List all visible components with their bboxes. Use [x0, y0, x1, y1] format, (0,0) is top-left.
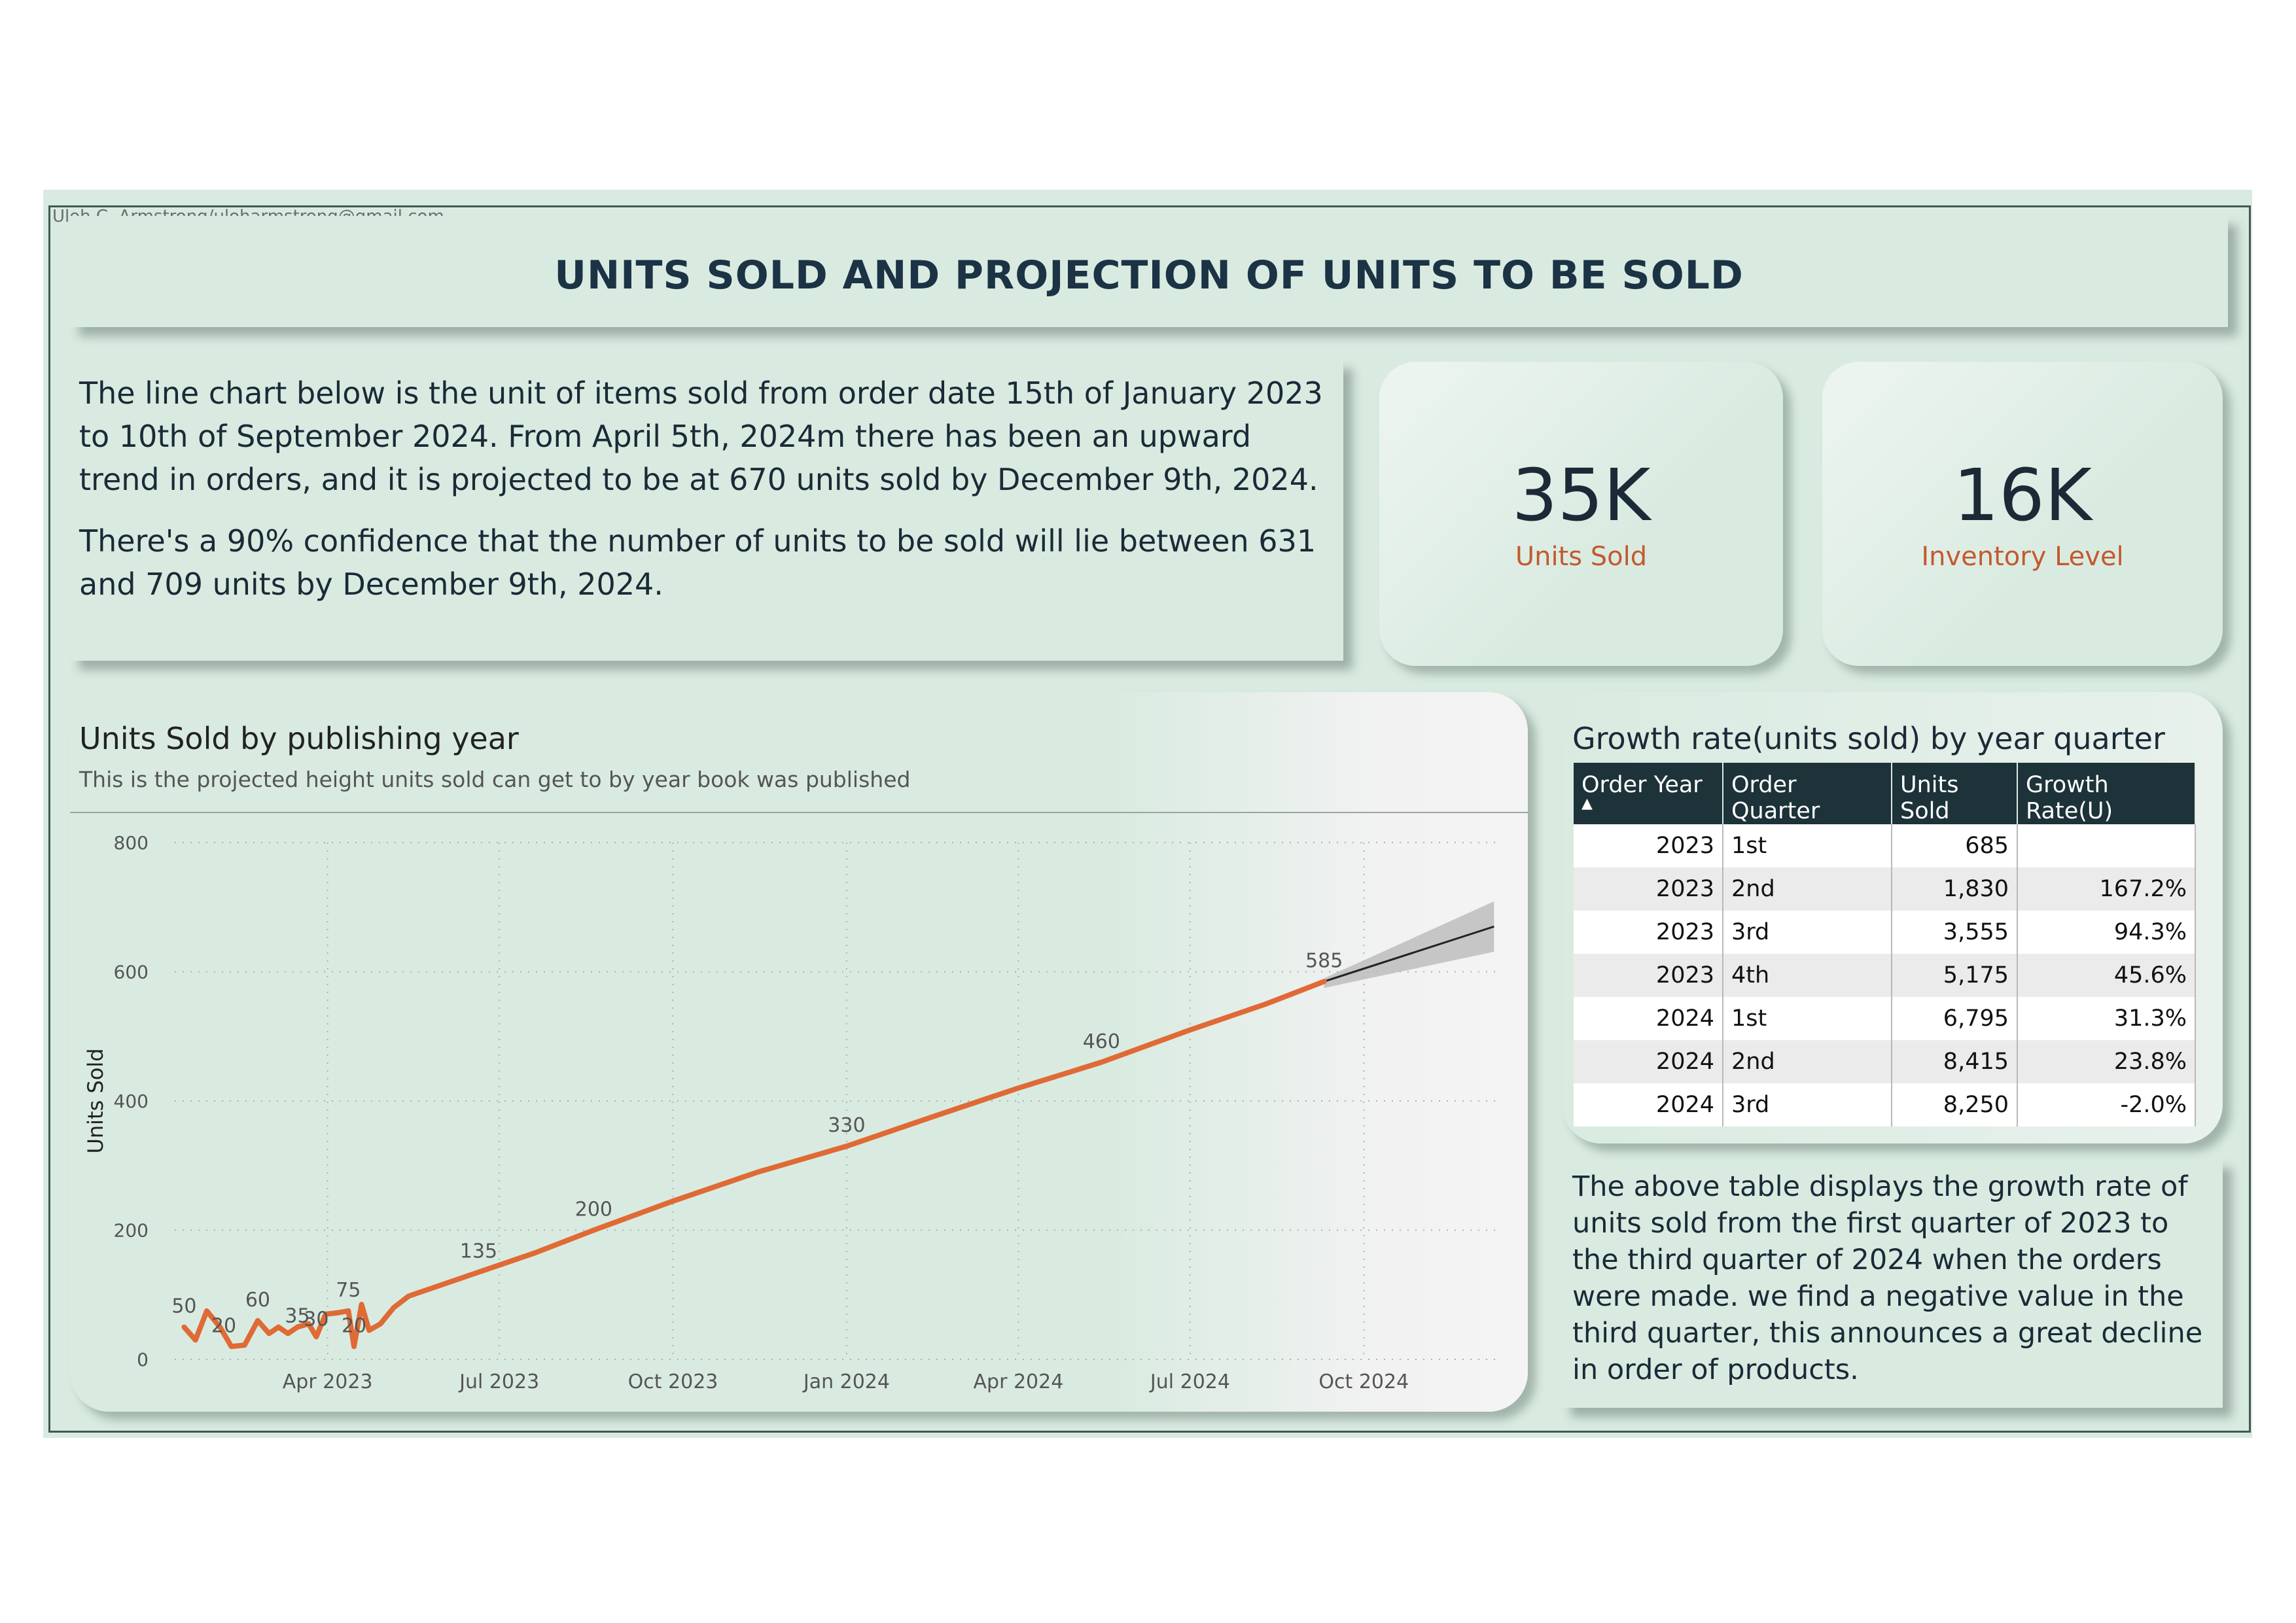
y-tick-label: 0	[137, 1349, 149, 1370]
data-label: 20	[342, 1314, 366, 1337]
cell-order-year: 2024	[1574, 1083, 1723, 1126]
cell-order-quarter: 1st	[1723, 824, 1892, 867]
column-header-label: Order Year	[1581, 772, 1703, 798]
description-paragraph-2: There's a 90% confidence that the number…	[79, 523, 1316, 602]
cell-order-quarter: 2nd	[1723, 867, 1892, 911]
cell-order-quarter: 2nd	[1723, 1040, 1892, 1083]
cell-growth-rate: 31.3%	[2017, 997, 2196, 1040]
kpi-value: 16K	[1952, 453, 2093, 537]
table-row: 2024 2nd 8,415 23.8%	[1574, 1040, 2196, 1083]
chart-title: Units Sold by publishing year	[79, 721, 519, 756]
data-label: 35	[285, 1304, 309, 1327]
kpi-label: Units Sold	[1515, 542, 1648, 572]
chart-subtitle: This is the projected height units sold …	[79, 767, 911, 792]
column-header-label: Growth Rate(U)	[2026, 772, 2113, 824]
y-tick-label: 400	[114, 1091, 149, 1112]
x-tick-label: Oct 2023	[628, 1370, 718, 1393]
cell-units-sold: 5,175	[1892, 954, 2018, 997]
page-title: UNITS SOLD AND PROJECTION OF UNITS TO BE…	[554, 253, 1744, 298]
data-label: 200	[575, 1198, 612, 1221]
description-paragraph-1: The line chart below is the unit of item…	[79, 375, 1323, 497]
sort-ascending-icon: ▲	[1581, 795, 1593, 812]
x-tick-label: Apr 2023	[283, 1370, 373, 1393]
cell-order-year: 2023	[1574, 911, 1723, 954]
table-row: 2023 1st 685	[1574, 824, 2196, 867]
cell-units-sold: 8,250	[1892, 1083, 2018, 1126]
column-header-units-sold[interactable]: Units Sold	[1892, 763, 2018, 824]
cell-order-quarter: 3rd	[1723, 911, 1892, 954]
kpi-card-units-sold: 35K Units Sold	[1379, 362, 1783, 666]
data-label: 20	[211, 1314, 236, 1337]
cell-growth-rate: 23.8%	[2017, 1040, 2196, 1083]
cell-growth-rate: -2.0%	[2017, 1083, 2196, 1126]
table-header-row: Order Year ▲ Order Quarter Units Sold Gro…	[1574, 763, 2196, 824]
data-label: 50	[171, 1295, 196, 1318]
cell-growth-rate	[2017, 824, 2196, 867]
cell-order-year: 2023	[1574, 954, 1723, 997]
y-tick-label: 600	[114, 962, 149, 983]
cell-units-sold: 685	[1892, 824, 2018, 867]
data-label: 585	[1305, 949, 1343, 972]
x-tick-label: Jan 2024	[802, 1370, 890, 1393]
cell-growth-rate: 167.2%	[2017, 867, 2196, 911]
table-note-text: The above table displays the growth rate…	[1572, 1170, 2203, 1386]
cell-order-year: 2024	[1574, 997, 1723, 1040]
cell-growth-rate: 45.6%	[2017, 954, 2196, 997]
column-header-label: Order Quarter	[1731, 772, 1820, 824]
data-label: 75	[336, 1279, 361, 1302]
table-row: 2024 1st 6,795 31.3%	[1574, 997, 2196, 1040]
column-header-growth-rate[interactable]: Growth Rate(U)	[2017, 763, 2196, 824]
cell-order-quarter: 4th	[1723, 954, 1892, 997]
kpi-card-inventory-level: 16K Inventory Level	[1822, 362, 2223, 666]
data-label: 60	[245, 1289, 270, 1312]
line-chart-card: Units Sold by publishing year This is th…	[70, 692, 1528, 1412]
y-tick-label: 200	[114, 1220, 149, 1242]
cell-order-year: 2023	[1574, 867, 1723, 911]
growth-rate-table: Order Year ▲ Order Quarter Units Sold Gro…	[1574, 763, 2196, 1126]
column-header-label: Units Sold	[1900, 772, 1959, 824]
kpi-value: 35K	[1511, 453, 1651, 537]
x-tick-label: Oct 2024	[1318, 1370, 1409, 1393]
x-tick-label: Apr 2024	[974, 1370, 1064, 1393]
forecast-line	[1324, 925, 1494, 983]
cell-order-quarter: 3rd	[1723, 1083, 1892, 1126]
table-row: 2023 2nd 1,830 167.2%	[1574, 867, 2196, 911]
y-tick-label: 800	[114, 832, 149, 854]
y-axis-title: Units Sold	[83, 1048, 108, 1153]
units-sold-series-line	[181, 979, 1327, 1350]
table-title: Growth rate(units sold) by year quarter	[1572, 721, 2165, 756]
kpi-label: Inventory Level	[1921, 542, 2124, 572]
data-label: 135	[460, 1240, 497, 1263]
title-card: UNITS SOLD AND PROJECTION OF UNITS TO BE…	[70, 216, 2228, 327]
table-row: 2023 3rd 3,555 94.3%	[1574, 911, 2196, 954]
table-row: 2023 4th 5,175 45.6%	[1574, 954, 2196, 997]
units-sold-line-chart: 0 200 400 600 800 Apr 2023 Jul 2023 Oct 2023 Jan…	[83, 832, 1500, 1393]
cell-order-year: 2024	[1574, 1040, 1723, 1083]
x-tick-label: Jul 2023	[458, 1370, 539, 1393]
cell-units-sold: 8,415	[1892, 1040, 2018, 1083]
cell-growth-rate: 94.3%	[2017, 911, 2196, 954]
growth-table-card: Growth rate(units sold) by year quarter …	[1562, 692, 2223, 1143]
cell-units-sold: 6,795	[1892, 997, 2018, 1040]
cell-order-year: 2023	[1574, 824, 1723, 867]
forecast-confidence-band	[1324, 901, 1494, 988]
cell-units-sold: 1,830	[1892, 867, 2018, 911]
column-header-order-quarter[interactable]: Order Quarter	[1723, 763, 1892, 824]
data-label: 460	[1083, 1030, 1120, 1053]
x-tick-label: Jul 2024	[1149, 1370, 1230, 1393]
data-label: 330	[828, 1114, 865, 1137]
data-label: 30	[304, 1308, 328, 1331]
description-card: The line chart below is the unit of item…	[70, 360, 1343, 661]
column-header-order-year[interactable]: Order Year ▲	[1574, 763, 1723, 824]
report-frame	[48, 205, 2251, 1433]
table-note-card: The above table displays the growth rate…	[1562, 1159, 2223, 1408]
table-row: 2024 3rd 8,250 -2.0%	[1574, 1083, 2196, 1126]
cell-order-quarter: 1st	[1723, 997, 1892, 1040]
chart-divider	[70, 812, 1528, 813]
cell-units-sold: 3,555	[1892, 911, 2018, 954]
